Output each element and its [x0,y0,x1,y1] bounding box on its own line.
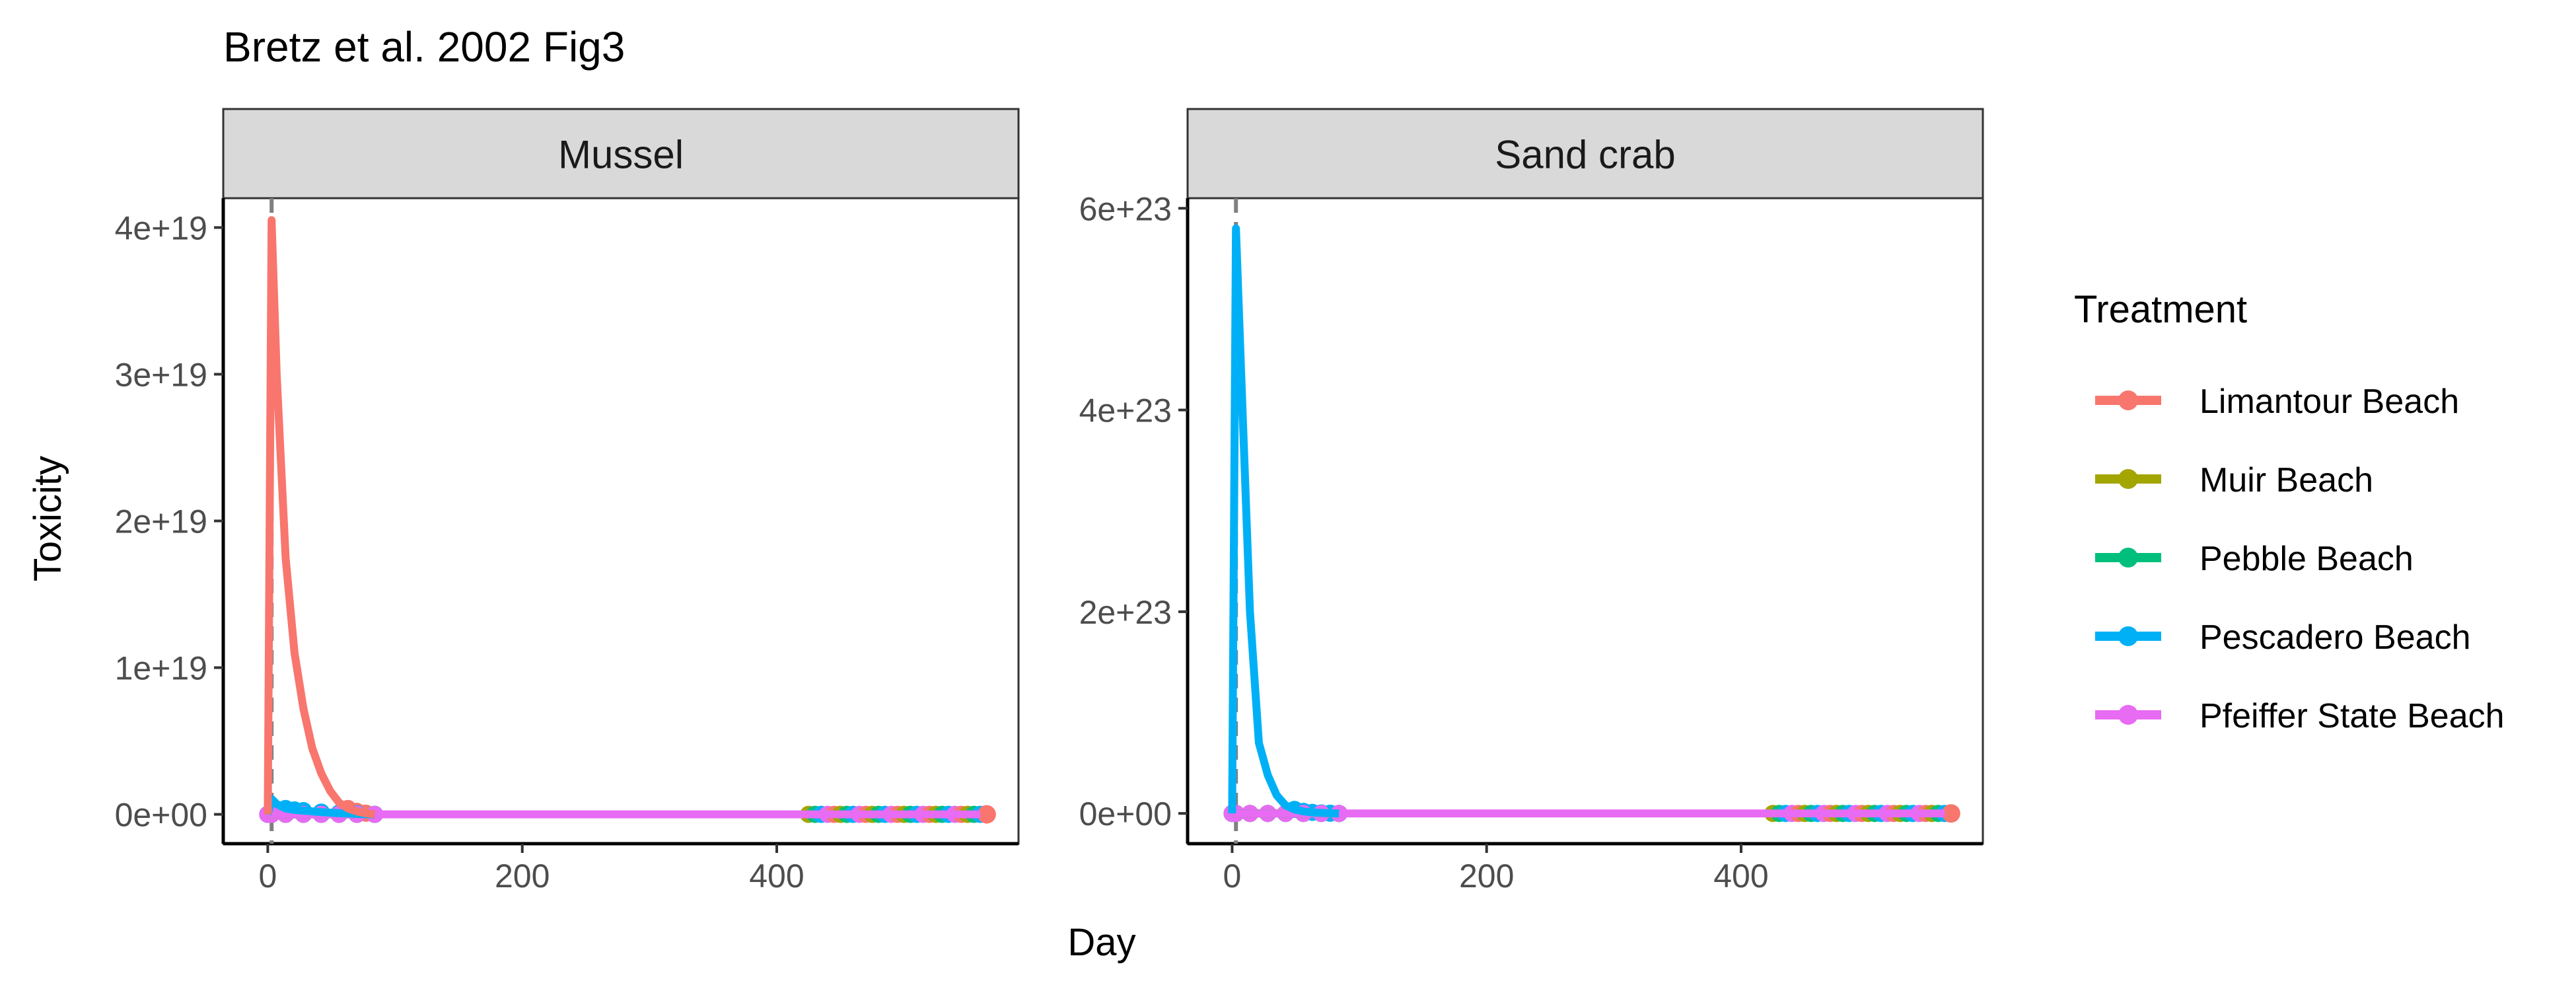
plot-area [259,198,996,844]
y-tick-label: 2e+23 [1079,594,1172,631]
panel-border [1186,197,1984,845]
chart-title: Bretz et al. 2002 Fig3 [223,23,625,71]
series-line-pescadero-beach [264,795,375,819]
plot-area [1223,198,1960,844]
data-point [1941,804,1960,823]
legend-label: Pfeiffer State Beach [2200,697,2505,735]
legend-item: Pebble Beach [2095,540,2414,578]
legend-label: Pebble Beach [2200,540,2414,578]
x-axis-label: Day [1067,921,1135,964]
legend-item: Muir Beach [2095,461,2373,499]
x-tick-label: 200 [495,858,550,895]
x-tick-label: 400 [1713,858,1768,895]
y-tick-label: 2e+19 [115,503,207,540]
x-tick-label: 200 [1459,858,1514,895]
y-tick-label: 1e+19 [115,650,207,687]
facet-label: Mussel [558,133,684,177]
y-tick-label: 6e+23 [1079,190,1172,227]
y-tick-label: 3e+19 [115,356,207,393]
y-tick-label: 0e+00 [115,797,207,834]
y-tick-label: 4e+23 [1079,392,1172,429]
panel-border [222,197,1020,845]
legend-key-point [2118,626,2138,646]
facet-strip [1186,108,1984,200]
y-axis-label: Toxicity [26,456,69,581]
x-tick-label: 0 [259,858,277,895]
legend-label: Pescadero Beach [2200,618,2471,657]
facet-label: Sand crab [1495,133,1676,177]
legend-label: Limantour Beach [2200,383,2459,421]
panel-mussel: Mussel 0e+00 1e+19 2e+19 3e+19 4e+19 0 200 400 [115,108,1020,895]
legend-item: Limantour Beach [2095,383,2459,421]
legend: Treatment Limantour Beach Muir Beach Pebbl… [2074,288,2505,735]
legend-item: Pfeiffer State Beach [2095,697,2505,735]
legend-label: Muir Beach [2200,461,2373,499]
x-tick-label: 400 [749,858,804,895]
series-line-limantour-beach [264,216,375,819]
series-line-pescadero-beach [1228,224,1340,818]
legend-key-point [2118,469,2138,489]
facet-strip [222,108,1020,200]
y-tick-label: 4e+19 [115,209,207,246]
legend-title: Treatment [2074,288,2247,331]
panel-sand-crab: Sand crab 0e+00 2e+23 4e+23 6e+23 0 200 400 [1079,108,1984,895]
legend-key-point [2118,705,2138,725]
legend-key-point [2118,390,2138,410]
x-tick-label: 0 [1223,858,1242,895]
legend-item: Pescadero Beach [2095,618,2471,657]
data-point [977,805,996,824]
y-tick-label: 0e+00 [1079,795,1172,832]
legend-key-point [2118,548,2138,568]
